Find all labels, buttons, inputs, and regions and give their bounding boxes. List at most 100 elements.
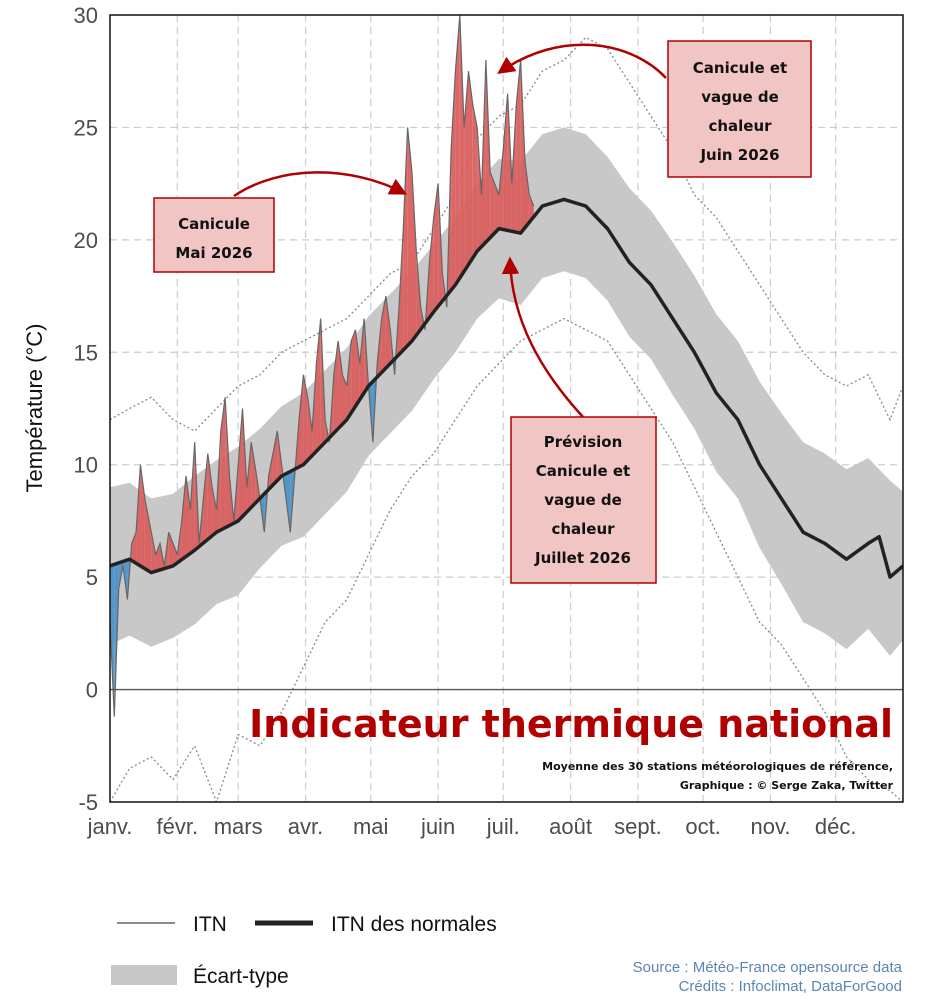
anomaly-warm [459,15,465,279]
anomaly-warm [212,487,217,536]
anomaly-warm [346,341,352,420]
anomaly-warm [525,161,530,228]
anomaly-warm [144,498,152,573]
anomaly-warm [181,476,186,560]
annotation-june-line-4: Juin 2026 [699,146,779,164]
x-tick-label: mars [214,814,263,839]
anomaly-warm [511,104,517,233]
anomaly-warm [516,60,521,234]
legend-itn-label: ITN [193,913,227,936]
anomaly-warm [455,15,460,285]
legend-normal-label: ITN des normales [331,913,497,936]
normal-high-line [110,36,903,432]
annotation-july-line-1: Prévision [544,433,623,451]
annotation-june-arrow [497,43,667,79]
anomaly-warm [338,341,343,429]
y-tick-label: 5 [86,565,98,590]
anomaly-warm [251,442,256,508]
x-tick-label: juin [420,814,455,839]
anomaly-warm [203,453,208,543]
y-axis-ticks: -5 0 5 10 15 20 25 30 [74,3,98,815]
anomaly-warm [299,374,304,467]
legend-band-swatch [111,965,177,985]
y-tick-label: 0 [86,678,98,703]
annotation-july-line-5: Juillet 2026 [534,549,631,567]
anomaly-warm [355,329,360,407]
anomaly-warm [385,296,391,368]
anomaly-warm [173,543,178,566]
anomaly-warm [268,453,273,490]
anomaly-warm [303,374,308,465]
anomaly-warm [220,397,226,530]
y-tick-label: 20 [74,228,98,253]
anomaly-warm [207,453,213,540]
anomaly-warm [316,318,321,452]
x-tick-label: févr. [157,814,199,839]
annotation-june-line-2: vague de [701,88,779,106]
x-tick-label: nov. [750,814,790,839]
anomaly-warm [464,71,469,272]
anomaly-warm [131,532,137,564]
anomaly-warm [272,431,278,485]
anomaly-warm [520,60,525,234]
annotation-july-arrow [501,256,584,418]
annotation-july-line-3: vague de [544,491,622,509]
annotation-may-box [153,197,275,273]
x-tick-label: août [549,814,592,839]
anomaly-warm [399,228,404,355]
y-tick-label: 10 [74,453,98,478]
anomaly-warm [472,104,478,258]
anomaly-warm [485,60,491,243]
chart-subtitle-line-1: Moyenne des 30 stations météorologiques … [542,760,893,773]
annotation-may-line-2: Mai 2026 [175,244,252,262]
plot-marks [110,15,903,802]
x-tick-label: oct. [685,814,720,839]
annotation-july: Prévision Canicule et vague de chaleur J… [501,256,657,584]
annotation-may-arrow [233,171,408,198]
anomaly-warm [407,127,412,346]
annotation-june-line-1: Canicule et [693,59,787,77]
anomaly-warm [498,149,504,230]
anomaly-warm [359,318,365,400]
annotation-june-line-3: chaleur [708,117,772,135]
x-tick-label: déc. [815,814,857,839]
anomaly-warm [225,397,230,528]
x-axis-ticks: janv. févr. mars avr. mai juin juil. août sept. o… [87,814,857,839]
source-line-1: Source : Météo-France opensource data [633,959,903,976]
anomaly-warm [477,127,482,252]
anomaly-warm [307,397,313,461]
y-tick-label: 30 [74,3,98,28]
anomaly-warm [403,127,408,351]
anomaly-cold [286,471,291,533]
anomaly-warm [155,543,160,572]
itn-normal-line [110,197,903,579]
anomaly-warm [151,532,156,573]
x-tick-label: avr. [288,814,323,839]
x-tick-label: juil. [486,814,520,839]
anomaly-warm [351,329,356,413]
chart-title: Indicateur thermique national [249,702,893,746]
x-tick-label: janv. [87,814,133,839]
annotation-may-line-1: Canicule [178,215,250,233]
anomaly-warm [429,217,434,318]
annotation-may: Canicule Mai 2026 [153,171,408,273]
anomaly-warm [190,442,195,554]
source-line-2: Crédits : Infoclimat, DataForGood [679,978,902,995]
legend: ITN ITN des normales Écart-type [111,913,497,988]
annotation-july-box [510,416,657,584]
y-tick-label: -5 [78,790,98,815]
y-tick-label: 15 [74,340,98,365]
annotation-june: Canicule et vague de chaleur Juin 2026 [497,40,812,178]
anomaly-warm [490,172,495,238]
anomaly-warm [433,183,439,312]
legend-band-label: Écart-type [193,965,289,988]
anomaly-warm [494,183,499,234]
plot-frame [109,14,904,803]
anomaly-warm [333,341,339,434]
annotation-july-line-4: chaleur [551,520,615,538]
y-axis-label: Température (°C) [22,324,47,493]
anomaly-warm [451,71,456,291]
anomaly-warm [342,374,347,425]
anomaly-warm [186,476,191,557]
